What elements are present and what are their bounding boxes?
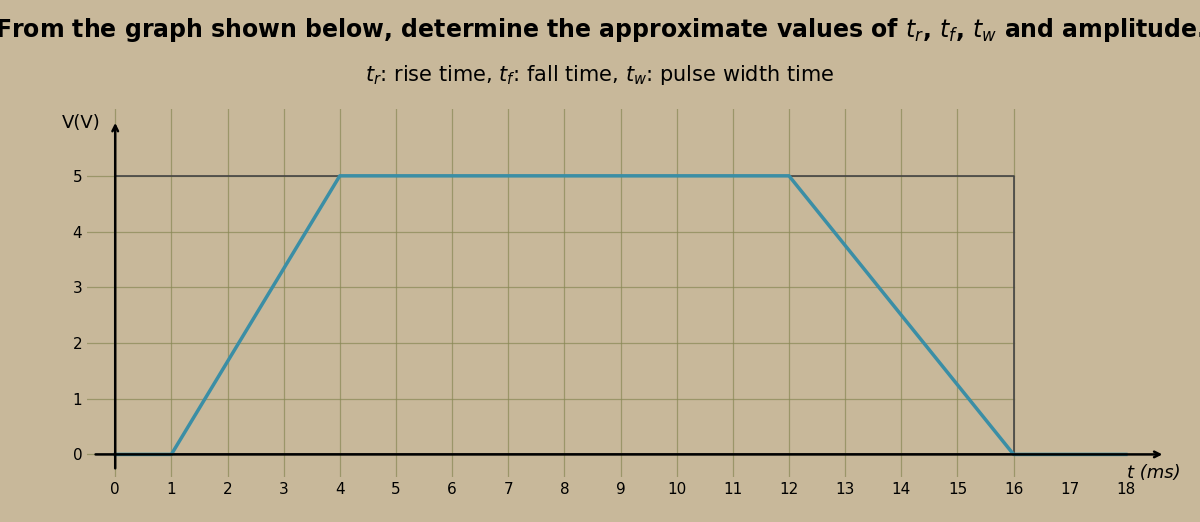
Text: From the graph shown below, determine the approximate values of $t_r$, $t_f$, $t: From the graph shown below, determine th… [0,16,1200,44]
Text: t (ms): t (ms) [1127,465,1181,482]
Text: $t_r$: rise time, $t_f$: fall time, $t_w$: pulse width time: $t_r$: rise time, $t_f$: fall time, $t_w… [365,63,835,87]
Text: V(V): V(V) [62,114,101,132]
